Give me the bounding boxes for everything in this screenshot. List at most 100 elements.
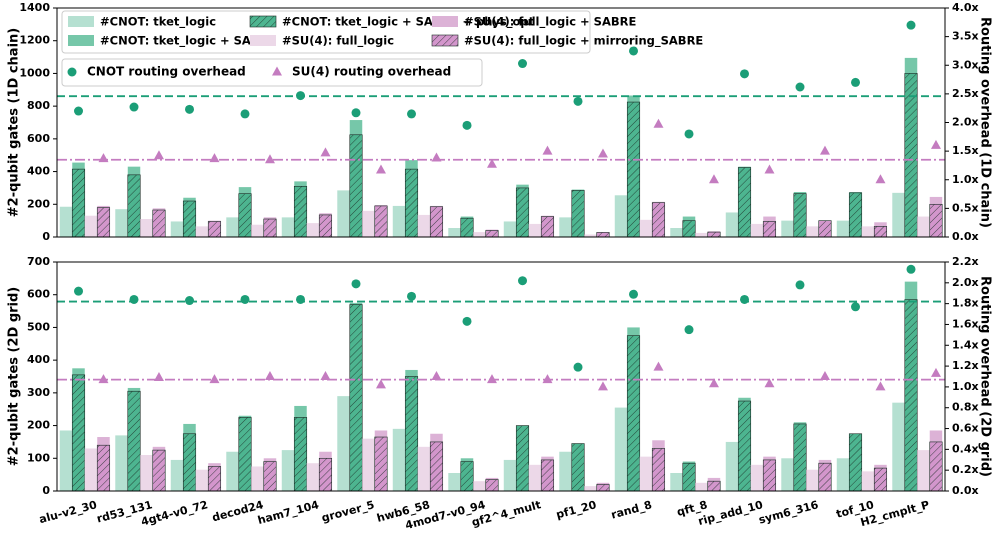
bar-hatch — [929, 441, 943, 491]
y2-tick-label: 2.2x — [952, 255, 979, 268]
bar — [392, 428, 406, 491]
scatter-point — [930, 139, 941, 149]
scatter-point — [708, 174, 719, 184]
bar — [417, 446, 431, 491]
bar — [917, 216, 930, 237]
y2-tick-label: 0.2x — [952, 463, 979, 476]
y-tick-label: 200 — [27, 419, 50, 432]
bar — [781, 458, 794, 491]
bar — [448, 228, 461, 237]
scatter-point — [462, 120, 472, 130]
legend-box — [61, 58, 483, 87]
bar — [806, 226, 819, 237]
y-tick-label: 400 — [27, 353, 50, 366]
x-tick-label: pf1_20 — [555, 498, 598, 521]
y-tick-label: 400 — [27, 165, 50, 178]
bar — [806, 469, 819, 491]
bar-hatch — [430, 441, 443, 491]
scatter-point — [573, 362, 583, 372]
bar — [337, 190, 350, 237]
bar — [226, 217, 239, 237]
y2-tick-label: 1.0x — [952, 173, 979, 186]
bar — [281, 217, 295, 237]
scatter-point — [351, 279, 361, 289]
scatter-point — [518, 59, 528, 69]
bar — [892, 192, 905, 237]
scatter-point — [431, 371, 442, 380]
bar-hatch — [516, 187, 529, 237]
scatter-point — [653, 118, 664, 128]
y-tick-label: 300 — [27, 386, 50, 399]
bar — [362, 438, 375, 491]
bar-hatch — [904, 73, 918, 237]
bar — [251, 466, 264, 491]
bar — [417, 214, 431, 237]
bar — [614, 407, 628, 491]
bar — [559, 217, 572, 237]
plot-frame — [56, 7, 946, 238]
scatter-point — [573, 96, 583, 106]
bar — [584, 234, 597, 237]
bar-hatch — [263, 461, 277, 491]
scatter-point — [407, 291, 417, 301]
bar — [170, 459, 184, 491]
y2-tick-label: 0.6x — [952, 422, 979, 435]
y-tick-label: 600 — [27, 132, 50, 145]
bar-hatch — [430, 206, 443, 237]
bar — [584, 486, 597, 491]
scatter-point — [851, 77, 861, 87]
bar — [140, 219, 153, 237]
y2-tick-label: 1.8x — [952, 297, 979, 310]
bar — [781, 220, 794, 237]
x-tick-label: sym6_316 — [757, 498, 820, 527]
y2-tick-label: 1.4x — [952, 338, 979, 351]
bar — [281, 450, 295, 491]
y-tick-label: 0 — [42, 484, 50, 497]
bar-hatch — [596, 484, 610, 491]
scatter-point — [486, 374, 497, 384]
x-tick-label: ham7_104 — [256, 498, 320, 527]
y2-tick-label: 2.0x — [952, 276, 979, 289]
bar-hatch — [596, 232, 610, 237]
y-tick-label: 800 — [27, 99, 50, 112]
y-tick-label: 500 — [27, 320, 50, 333]
bar — [670, 473, 683, 491]
y-axis-label: #2-qubit gates (1D chain) — [7, 28, 22, 217]
bar — [750, 464, 764, 491]
scatter-point — [542, 374, 553, 384]
bar-hatch — [652, 202, 665, 237]
bar — [84, 448, 98, 491]
y2-tick-label: 2.0x — [952, 116, 979, 129]
scatter-point — [819, 371, 830, 380]
y2-tick-label: 0.0x — [952, 484, 979, 497]
bar-hatch — [571, 190, 585, 237]
y2-axis-label: Routing overhead (2D grid) — [978, 276, 993, 477]
bar-hatch — [818, 220, 832, 237]
bar-hatch — [682, 220, 696, 237]
bar-hatch — [319, 458, 332, 491]
legend-label: SU(4) routing overhead — [292, 65, 451, 79]
legend-label: #SU(4): full_logic + SABRE — [464, 15, 636, 30]
y-tick-label: 0 — [42, 230, 50, 243]
bar-hatch — [849, 433, 862, 491]
y2-tick-label: 2.5x — [952, 87, 979, 100]
scatter-point — [98, 374, 109, 384]
bar-hatch — [72, 169, 85, 237]
scatter-point — [764, 378, 775, 388]
scatter-point — [629, 289, 639, 299]
x-tick-label: alu-v2_30 — [38, 498, 99, 526]
legend-hatch — [250, 16, 276, 27]
scatter-point — [819, 145, 830, 155]
y-tick-label: 1000 — [19, 66, 50, 79]
scatter-point — [240, 109, 250, 119]
bar-hatch — [763, 221, 776, 237]
bar-hatch — [707, 481, 721, 491]
scatter-point — [185, 104, 195, 114]
bar — [917, 450, 930, 491]
x-tick-label: rand_8 — [610, 498, 654, 521]
legend-swatch — [68, 35, 94, 46]
bar — [639, 456, 653, 491]
bar — [559, 451, 572, 491]
scatter-point — [930, 367, 941, 377]
bar-hatch — [152, 450, 166, 491]
